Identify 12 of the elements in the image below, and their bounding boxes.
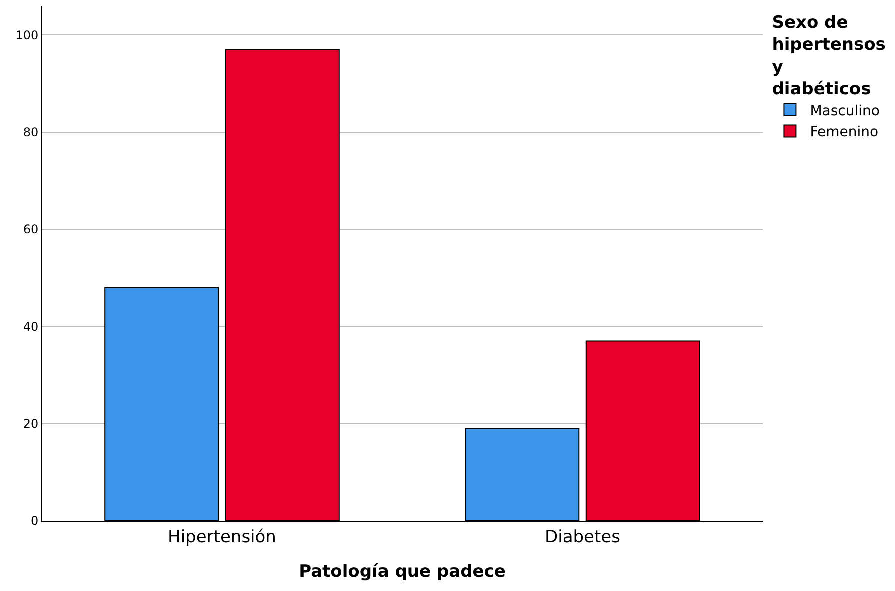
- legend-label: Masculino: [810, 103, 880, 120]
- x-axis-title: Patología que padece: [299, 562, 506, 582]
- x-tick-label: Diabetes: [545, 527, 621, 548]
- y-tick-label: 20: [23, 417, 39, 432]
- y-tick-label: 100: [16, 28, 39, 42]
- y-tick-label: 40: [23, 320, 39, 334]
- x-tick-label: Hipertensión: [168, 527, 276, 548]
- legend-label: Femenino: [810, 124, 879, 141]
- y-tick-label: 80: [23, 126, 39, 140]
- legend-title: Sexo de hipertensos y diabéticos: [772, 13, 886, 100]
- y-tick-label: 60: [23, 222, 39, 237]
- y-tick-label: 0: [30, 514, 39, 528]
